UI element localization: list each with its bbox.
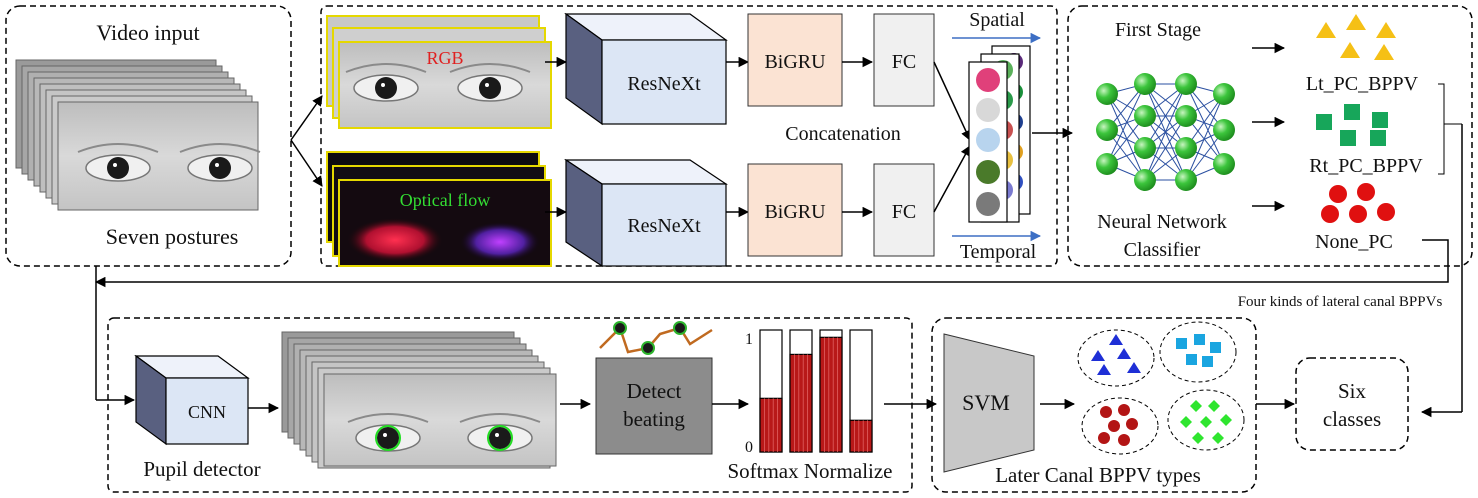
six-classes-line1: Six: [1338, 379, 1367, 403]
concatenation-label: Concatenation: [785, 123, 901, 145]
nn-edge: [1144, 83, 1187, 181]
nn-edge: [1185, 93, 1225, 181]
resnext-top-label: ResNeXt: [627, 73, 701, 95]
nn-edge: [1185, 93, 1225, 149]
rt-pc-bppv-label: Rt_PC_BPPV: [1309, 155, 1423, 177]
cnn-block: [134, 354, 250, 446]
none-circles-icon: [1321, 183, 1395, 223]
bigru-bottom-label: BiGRU: [764, 201, 826, 223]
softmax-bar-fill: [819, 336, 843, 453]
resnext-bottom-label: ResNeXt: [627, 215, 701, 237]
cnn-label: CNN: [188, 402, 226, 422]
group-note: Four kinds of lateral canal BPPVs: [1238, 294, 1443, 310]
svm-panel: [931, 317, 1257, 493]
video-input-title: Video input: [96, 20, 199, 45]
nn-node: [1134, 73, 1156, 95]
optical-flow-label: Optical flow: [400, 190, 490, 210]
first-stage-panel: [1067, 5, 1473, 267]
nn-node: [1096, 153, 1118, 175]
softmax-axis-top: 1: [745, 331, 753, 348]
softmax-bar-fill: [759, 397, 783, 453]
rt-squares-icon: [1316, 104, 1388, 146]
classifier-label-line2: Classifier: [1124, 239, 1201, 261]
bigru-bottom-block: [747, 163, 843, 257]
neural-network-icon: [1096, 73, 1235, 191]
fc-top-block: [873, 13, 935, 107]
softmax-bar-fill: [789, 353, 813, 453]
fc-top-label: FC: [892, 51, 916, 73]
softmax-bar-fill: [849, 419, 873, 453]
svm-caption: Later Canal BPPV types: [995, 463, 1201, 487]
resnext-top-block: [564, 12, 728, 126]
detect-beating-block: [595, 357, 713, 455]
lt-pc-bppv-label: Lt_PC_BPPV: [1306, 73, 1419, 95]
nn-node: [1096, 83, 1118, 105]
eye-frames-icon: [15, 59, 261, 211]
nn-node: [1096, 119, 1118, 141]
branch-arrow-up: [290, 95, 323, 141]
rgb-frames: [326, 15, 552, 129]
nn-edge: [1144, 83, 1187, 149]
rgb-label: RGB: [426, 48, 463, 68]
nn-edge: [1144, 115, 1187, 181]
video-input-caption: Seven postures: [106, 224, 239, 249]
lt-triangles-icon: [1316, 14, 1396, 60]
softmax-axis-bottom: 0: [745, 439, 753, 456]
beating-signal-icon: [599, 321, 713, 355]
optical-flow-frames: [326, 151, 552, 267]
video-input-panel: [5, 5, 292, 267]
nn-node: [1134, 169, 1156, 191]
softmax-caption: Softmax Normalize: [727, 459, 892, 483]
six-classes-box: [1295, 357, 1409, 451]
nn-node: [1175, 169, 1197, 191]
six-classes-line2: classes: [1323, 407, 1381, 431]
classifier-label-line1: Neural Network: [1097, 211, 1226, 233]
detect-beating-line2: beating: [623, 407, 685, 431]
softmax-bars: [759, 329, 873, 453]
detect-beating-line1: Detect: [627, 379, 682, 403]
red-dots-cluster: [1081, 397, 1159, 455]
fc-bottom-label: FC: [892, 201, 916, 223]
svm-label: SVM: [962, 390, 1010, 415]
bigru-top-label: BiGRU: [764, 51, 826, 73]
nn-edge: [1106, 83, 1146, 165]
nn-edge: [1106, 93, 1146, 181]
nn-edge: [1106, 93, 1146, 149]
bigru-top-block: [747, 13, 843, 107]
blue-triangles-cluster: [1077, 329, 1155, 387]
nn-node: [1175, 137, 1197, 159]
nn-node: [1134, 137, 1156, 159]
first-stage-title: First Stage: [1115, 19, 1201, 41]
green-diamonds-cluster: [1167, 389, 1245, 451]
pupil-detector-caption: Pupil detector: [143, 457, 260, 481]
nn-node: [1213, 119, 1235, 141]
pupil-panel: [107, 317, 913, 493]
nn-node: [1175, 73, 1197, 95]
temporal-label: Temporal: [960, 241, 1037, 263]
fc-bottom-block: [873, 163, 935, 257]
pupil-frames-icon: [281, 331, 557, 469]
nn-node: [1213, 153, 1235, 175]
cyan-squares-cluster: [1159, 321, 1237, 383]
branch-arrow-down: [290, 139, 323, 187]
feature-stack: [968, 45, 1031, 223]
nn-node: [1134, 105, 1156, 127]
spatial-label: Spatial: [969, 9, 1025, 31]
nn-edge: [1185, 83, 1225, 165]
nn-node: [1213, 83, 1235, 105]
svm-block: [943, 333, 1035, 473]
none-pc-label: None_PC: [1315, 231, 1393, 253]
nn-node: [1175, 105, 1197, 127]
resnext-bottom-block: [564, 158, 728, 268]
